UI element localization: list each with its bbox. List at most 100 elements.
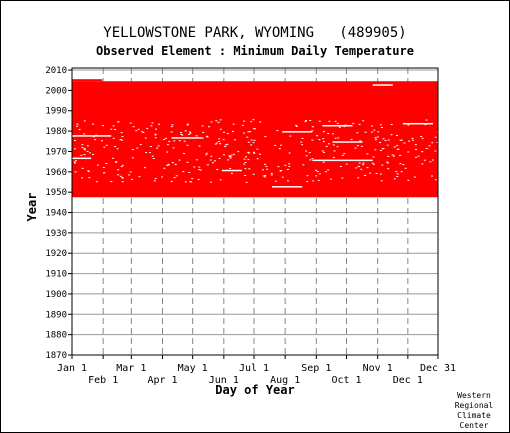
- missing-data-mark: [166, 144, 169, 146]
- missing-data-mark: [152, 158, 155, 160]
- missing-data-mark: [173, 177, 176, 179]
- missing-data-mark: [379, 173, 382, 175]
- missing-data-mark: [231, 130, 234, 132]
- missing-data-mark: [232, 123, 235, 125]
- missing-data-mark: [360, 168, 363, 170]
- missing-data-mark: [154, 178, 157, 180]
- missing-data-mark: [224, 144, 227, 146]
- missing-data-mark: [193, 166, 196, 168]
- missing-data-mark: [373, 129, 376, 131]
- missing-data-mark: [119, 175, 122, 177]
- credit-line: Western: [457, 391, 491, 400]
- missing-data-mark: [101, 125, 104, 127]
- missing-data-mark: [88, 177, 91, 179]
- missing-data-mark: [242, 132, 245, 134]
- missing-data-mark: [167, 164, 170, 166]
- missing-data-mark: [151, 155, 154, 157]
- missing-data-mark: [120, 139, 123, 141]
- missing-data-mark: [100, 140, 103, 142]
- missing-data-mark: [289, 135, 292, 137]
- missing-data-mark: [83, 148, 86, 150]
- missing-data-mark: [219, 179, 222, 181]
- missing-data-mark: [430, 175, 433, 177]
- chart-subtitle: Observed Element : Minimum Daily Tempera…: [96, 44, 414, 58]
- missing-data-mark: [244, 174, 247, 176]
- missing-data-mark: [352, 122, 355, 124]
- missing-data-mark: [180, 132, 183, 134]
- missing-data-mark: [186, 124, 189, 126]
- missing-data-mark: [218, 157, 221, 159]
- missing-data-streak: [332, 141, 363, 143]
- missing-data-mark: [252, 173, 255, 175]
- missing-data-mark: [157, 145, 160, 147]
- y-tick-label: 2000: [45, 86, 67, 96]
- missing-data-mark: [332, 156, 335, 158]
- missing-data-mark: [227, 159, 230, 161]
- missing-data-mark: [110, 128, 113, 130]
- missing-data-mark: [334, 120, 337, 122]
- missing-data-mark: [150, 125, 153, 127]
- missing-data-mark: [138, 176, 141, 178]
- missing-data-mark: [305, 150, 308, 152]
- missing-data-mark: [131, 149, 134, 151]
- missing-data-mark: [121, 181, 124, 183]
- missing-data-mark: [372, 156, 375, 158]
- missing-data-mark: [270, 174, 273, 176]
- missing-data-mark: [121, 164, 124, 166]
- y-tick-label: 1960: [45, 168, 67, 178]
- missing-data-mark: [327, 169, 330, 171]
- missing-data-mark: [86, 145, 89, 147]
- missing-data-mark: [321, 150, 324, 152]
- missing-data-mark: [387, 139, 390, 141]
- missing-data-mark: [262, 175, 265, 177]
- missing-data-mark: [382, 138, 385, 140]
- chart-title: YELLOWSTONE PARK, WYOMING (489905): [103, 25, 407, 41]
- y-tick-label: 1910: [45, 270, 67, 280]
- missing-data-mark: [274, 144, 277, 146]
- missing-data-mark: [186, 123, 189, 125]
- missing-data-mark: [232, 153, 235, 155]
- missing-data-mark: [281, 176, 284, 178]
- missing-data-mark: [226, 143, 229, 145]
- missing-data-mark: [237, 151, 240, 153]
- missing-data-mark: [252, 119, 255, 121]
- missing-data-mark: [191, 178, 194, 180]
- missing-data-mark: [198, 169, 201, 171]
- missing-data-mark: [327, 133, 330, 135]
- missing-data-mark: [253, 128, 256, 130]
- missing-data-mark: [306, 175, 309, 177]
- missing-data-mark: [280, 169, 283, 171]
- missing-data-streak: [72, 135, 112, 137]
- missing-data-mark: [183, 153, 186, 155]
- missing-data-mark: [312, 180, 315, 182]
- missing-data-mark: [315, 135, 318, 137]
- missing-data-mark: [431, 159, 434, 161]
- missing-data-mark: [195, 135, 198, 137]
- missing-data-mark: [154, 134, 157, 136]
- x-tick-label: Jan 1: [57, 363, 87, 374]
- y-tick-label: 1950: [45, 188, 67, 198]
- missing-data-mark: [158, 123, 161, 125]
- missing-data-mark: [241, 124, 244, 126]
- x-axis-label: Day of Year: [215, 383, 295, 397]
- missing-data-mark: [420, 135, 423, 137]
- missing-data-mark: [431, 142, 434, 144]
- missing-data-mark: [117, 169, 120, 171]
- missing-data-mark: [309, 119, 312, 121]
- missing-data-mark: [215, 120, 218, 122]
- missing-data-mark: [387, 162, 390, 164]
- missing-data-streak: [272, 186, 303, 188]
- missing-data-mark: [362, 162, 365, 164]
- missing-data-mark: [189, 181, 192, 183]
- missing-data-mark: [305, 120, 308, 122]
- missing-data-mark: [256, 158, 259, 160]
- missing-data-mark: [380, 127, 383, 129]
- missing-data-mark: [343, 126, 346, 128]
- missing-data-mark: [229, 157, 232, 159]
- missing-data-mark: [175, 175, 178, 177]
- missing-data-mark: [258, 153, 261, 155]
- missing-data-mark: [421, 163, 424, 165]
- y-tick-label: 1970: [45, 147, 67, 157]
- missing-data-mark: [280, 144, 283, 146]
- y-tick-label: 1990: [45, 107, 67, 117]
